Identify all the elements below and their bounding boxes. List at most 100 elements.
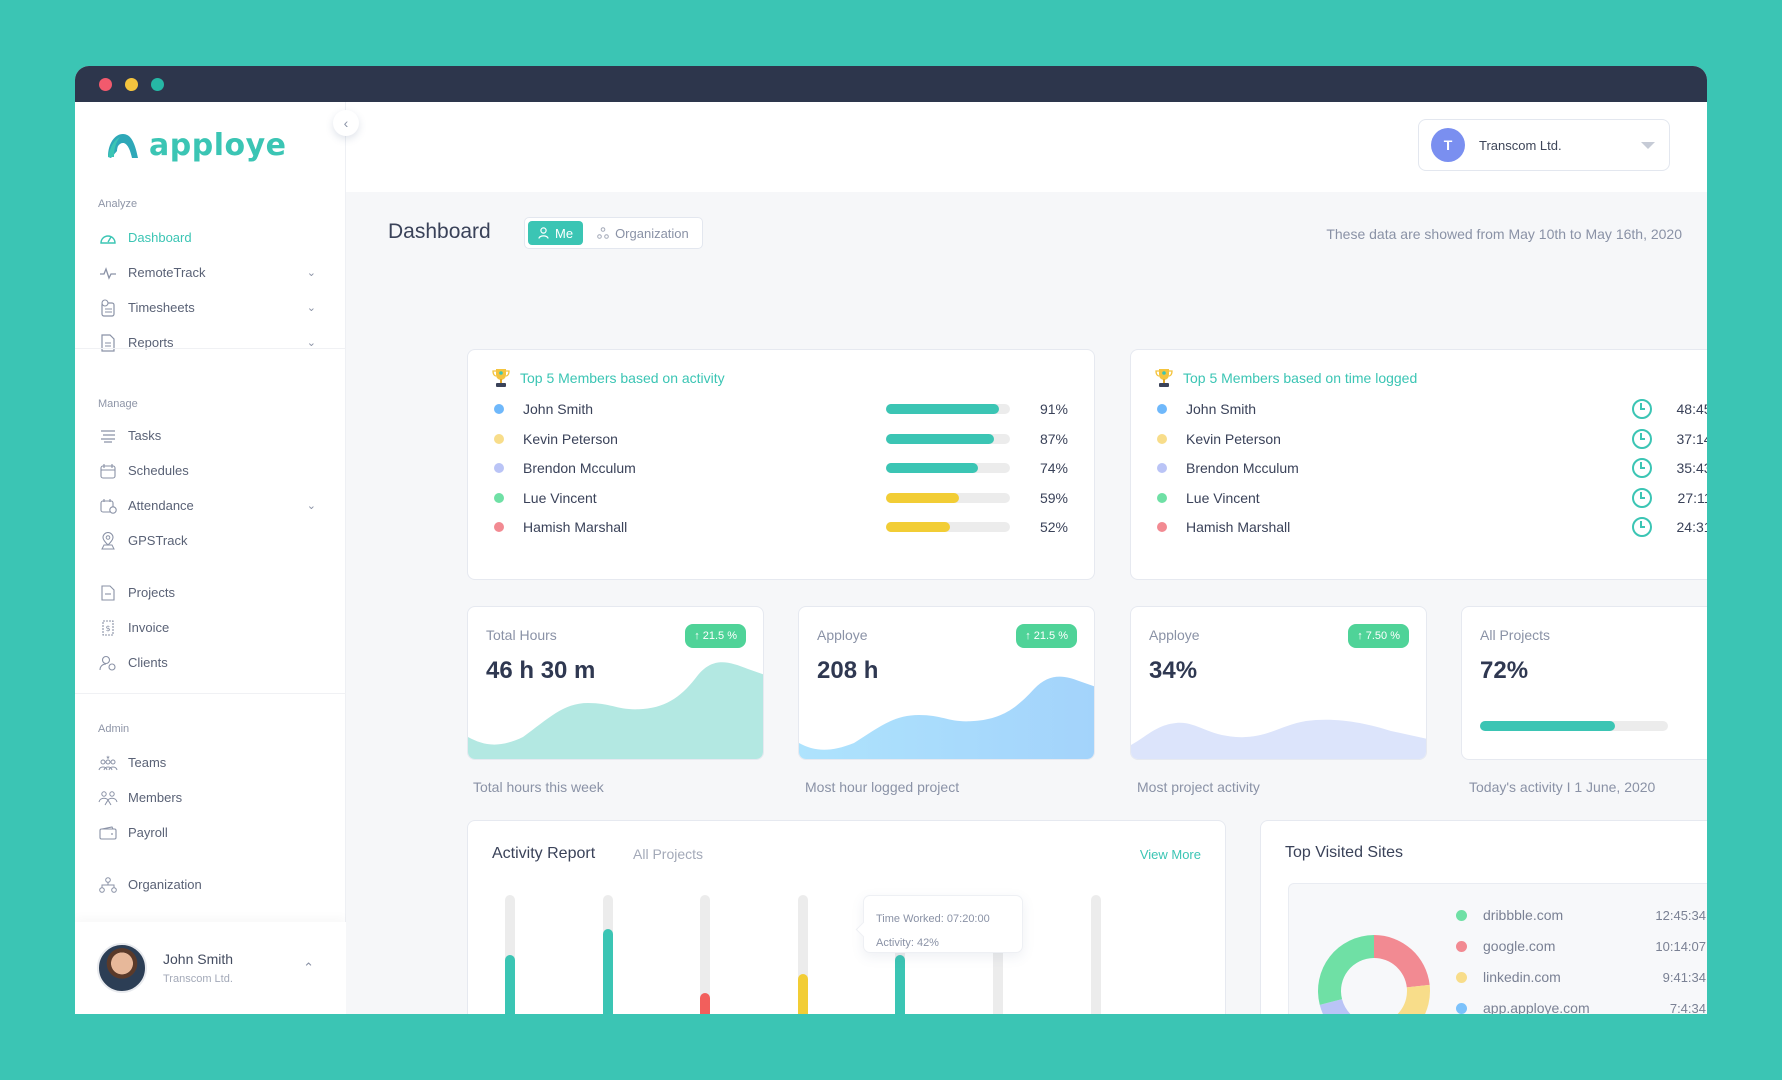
member-color-dot: [1157, 404, 1167, 414]
member-row[interactable]: Hamish Marshall 52%: [494, 517, 1068, 537]
trophy-icon: [492, 369, 510, 387]
member-row[interactable]: Lue Vincent 59%: [494, 488, 1068, 508]
view-more-link[interactable]: View More: [1139, 847, 1201, 862]
stat-caption: Total hours this week: [473, 779, 604, 795]
sidebar-item-label: Invoice: [128, 620, 170, 635]
donut-segment[interactable]: [1384, 984, 1430, 1014]
time-logged: 37:14:08: [1676, 430, 1708, 447]
sidebar-item-teams[interactable]: ★ Teams: [75, 745, 346, 780]
date-range-text: These data are showed from May 10th to M…: [1326, 226, 1682, 242]
member-color-dot: [494, 404, 504, 414]
sidebar-item-attendance[interactable]: Attendance ⌄: [75, 488, 346, 523]
member-row[interactable]: John Smith 91%: [494, 399, 1068, 419]
org-tree-icon: [597, 227, 609, 239]
site-row[interactable]: google.com 10:14:07: [1456, 936, 1706, 956]
stat-card-all-projects[interactable]: All Projects 72%: [1461, 606, 1707, 760]
member-row[interactable]: Brendon Mcculum 74%: [494, 458, 1068, 478]
sidebar-item-label: Members: [128, 790, 183, 805]
activity-bar-fill: [886, 492, 960, 503]
stat-caption: Most hour logged project: [805, 779, 960, 795]
stat-value: 46 h 30 m: [486, 657, 596, 684]
window-close-button[interactable]: [99, 78, 112, 91]
stat-card-most-activity[interactable]: Apploye 34% ↑ 7.50 %: [1130, 606, 1427, 760]
sidebar-item-timesheets[interactable]: Timesheets ⌄: [75, 290, 346, 325]
stat-card-most-hours-project[interactable]: Apploye 208 h ↑ 21.5 %: [798, 606, 1095, 760]
scope-me-label: Me: [555, 225, 574, 241]
card-title: Top 5 Members based on time logged: [1183, 370, 1418, 386]
sidebar-item-reports[interactable]: Reports ⌄: [75, 325, 346, 360]
member-row[interactable]: Hamish Marshall 24:31:23: [1157, 517, 1707, 537]
sidebar-item-projects[interactable]: Projects: [75, 575, 346, 610]
site-time: 10:14:07: [1655, 938, 1706, 954]
app-window: apploye Analyze Dashboard RemoteTrack ⌄ …: [75, 66, 1707, 1014]
top-visited-sites-card: Top Visited Sites dribbble.com 12:45:34 …: [1260, 820, 1707, 1014]
sidebar-item-members[interactable]: Members: [75, 780, 346, 815]
donut-segment[interactable]: [1318, 935, 1374, 1005]
clock-icon: [1632, 428, 1652, 449]
sidebar-item-payroll[interactable]: Payroll: [75, 815, 346, 850]
scope-me-button[interactable]: Me: [528, 221, 584, 245]
profile-name: John Smith: [163, 951, 234, 967]
activity-bar-track: [602, 895, 613, 1014]
site-row[interactable]: linkedin.com 9:41:34: [1456, 967, 1706, 987]
logo[interactable]: apploye: [105, 128, 287, 163]
member-name: Lue Vincent: [523, 489, 597, 506]
activity-bar: [886, 463, 1010, 473]
member-row[interactable]: Kevin Peterson 87%: [494, 429, 1068, 449]
site-row[interactable]: app.apploye.com 7:4:34: [1456, 998, 1706, 1014]
time-logged: 24:31:23: [1676, 519, 1708, 535]
sidebar: apploye Analyze Dashboard RemoteTrack ⌄ …: [75, 102, 346, 1014]
donut-segment[interactable]: [1374, 935, 1430, 988]
site-row[interactable]: dribbble.com 12:45:34: [1456, 905, 1706, 925]
sidebar-item-label: Organization: [128, 877, 202, 892]
sidebar-item-label: Schedules: [128, 463, 189, 478]
sidebar-item-tasks[interactable]: Tasks: [75, 418, 346, 453]
sidebar-item-schedules[interactable]: Schedules: [75, 453, 346, 488]
activity-bar-fill: [700, 992, 711, 1014]
donut-chart: [1318, 935, 1430, 1014]
chevron-down-icon[interactable]: ⌄: [306, 337, 316, 349]
logo-text: apploye: [149, 128, 287, 163]
clock-icon: [1632, 517, 1652, 537]
trend-badge: ↑ 21.5 %: [1016, 624, 1077, 648]
member-row[interactable]: Brendon Mcculum 35:43:12: [1157, 458, 1707, 478]
svg-text:★: ★: [106, 755, 111, 761]
user-profile[interactable]: John Smith Transcom Ltd. ⌃: [75, 922, 346, 1014]
activity-bar-track: [700, 895, 711, 1014]
chevron-down-icon[interactable]: ⌄: [306, 302, 316, 314]
member-row[interactable]: John Smith 48:45:34: [1157, 399, 1707, 419]
member-color-dot: [494, 492, 504, 503]
member-name: Brendon Mcculum: [523, 460, 636, 476]
project-filter[interactable]: All Projects: [633, 846, 704, 862]
member-color-dot: [494, 522, 504, 532]
project-doc-icon: [98, 583, 118, 603]
stat-card-total-hours[interactable]: Total Hours 46 h 30 m ↑ 21.5 %: [467, 606, 764, 760]
sidebar-collapse-button[interactable]: ‹: [333, 110, 359, 136]
sidebar-item-dashboard[interactable]: Dashboard: [75, 220, 346, 255]
sidebar-item-organization[interactable]: Organization: [75, 867, 346, 902]
scope-organization-button[interactable]: Organization: [587, 221, 699, 245]
window-minimize-button[interactable]: [125, 78, 138, 91]
sidebar-item-gpstrack[interactable]: GPSTrack: [75, 523, 346, 558]
activity-bar-fill: [886, 433, 994, 444]
sidebar-item-label: Timesheets: [128, 300, 195, 315]
sidebar-item-clients[interactable]: Clients: [75, 645, 346, 680]
sidebar-item-label: Projects: [128, 585, 175, 600]
chevron-down-icon[interactable]: ⌄: [306, 500, 316, 512]
chevron-down-icon[interactable]: ⌄: [306, 267, 316, 279]
member-color-dot: [494, 433, 504, 444]
activity-bar-track: [993, 895, 1003, 1014]
activity-percent: 74%: [1039, 460, 1068, 476]
member-row[interactable]: Kevin Peterson 37:14:08: [1157, 428, 1708, 449]
chevron-up-icon[interactable]: ⌃: [303, 960, 314, 975]
member-row[interactable]: Lue Vincent 27:11:17: [1157, 487, 1707, 508]
sidebar-item-invoice[interactable]: $ Invoice: [75, 610, 346, 645]
stat-value: 208 h: [817, 657, 879, 684]
org-selector[interactable]: T Transcom Ltd.: [1418, 119, 1670, 171]
location-pin-icon: [98, 531, 118, 551]
org-name: Transcom Ltd.: [1479, 137, 1562, 153]
activity-bar-fill: [895, 955, 906, 1014]
donut-segment[interactable]: [1319, 999, 1353, 1014]
window-maximize-button[interactable]: [151, 78, 164, 91]
sidebar-item-remotetrack[interactable]: RemoteTrack ⌄: [75, 255, 346, 290]
